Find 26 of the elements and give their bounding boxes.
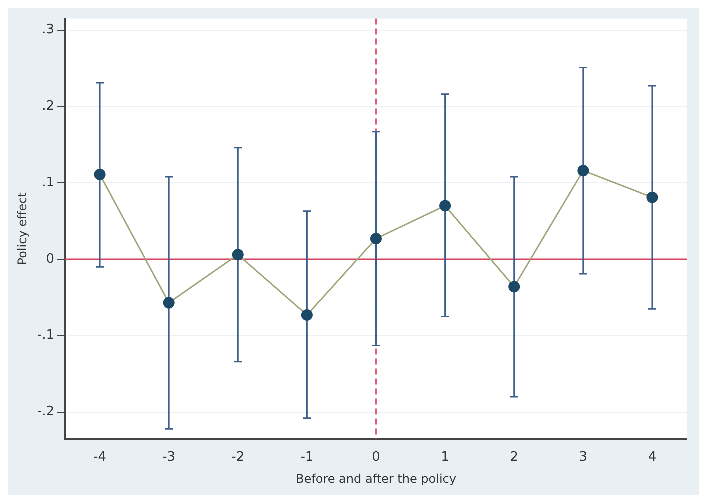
y-tick-label: 0 xyxy=(46,252,54,267)
x-tick-label: -4 xyxy=(94,450,107,466)
x-tick-label: -1 xyxy=(300,450,314,466)
point xyxy=(578,165,590,177)
point xyxy=(508,281,520,293)
point xyxy=(301,309,313,321)
point xyxy=(440,200,452,212)
point xyxy=(646,192,658,204)
x-tick-label: 3 xyxy=(579,450,588,466)
y-axis-title: Policy effect xyxy=(15,192,30,266)
y-tick-label: -.1 xyxy=(37,328,54,344)
point xyxy=(232,249,244,261)
y-tick-label: .3 xyxy=(42,22,54,38)
x-tick-label: -2 xyxy=(232,450,245,466)
point xyxy=(94,168,106,180)
x-axis-title: Before and after the policy xyxy=(296,472,456,486)
x-tick-label: -3 xyxy=(162,450,176,466)
x-tick-label: 2 xyxy=(510,450,518,466)
x-tick-label: 4 xyxy=(648,450,657,466)
x-tick-label: 0 xyxy=(372,450,380,466)
y-tick-label: .2 xyxy=(42,99,54,114)
point xyxy=(370,233,382,245)
x-tick-label: 1 xyxy=(441,450,450,466)
y-tick-label: -.2 xyxy=(37,404,54,420)
y-tick-label: .1 xyxy=(42,175,54,190)
point xyxy=(163,297,175,309)
